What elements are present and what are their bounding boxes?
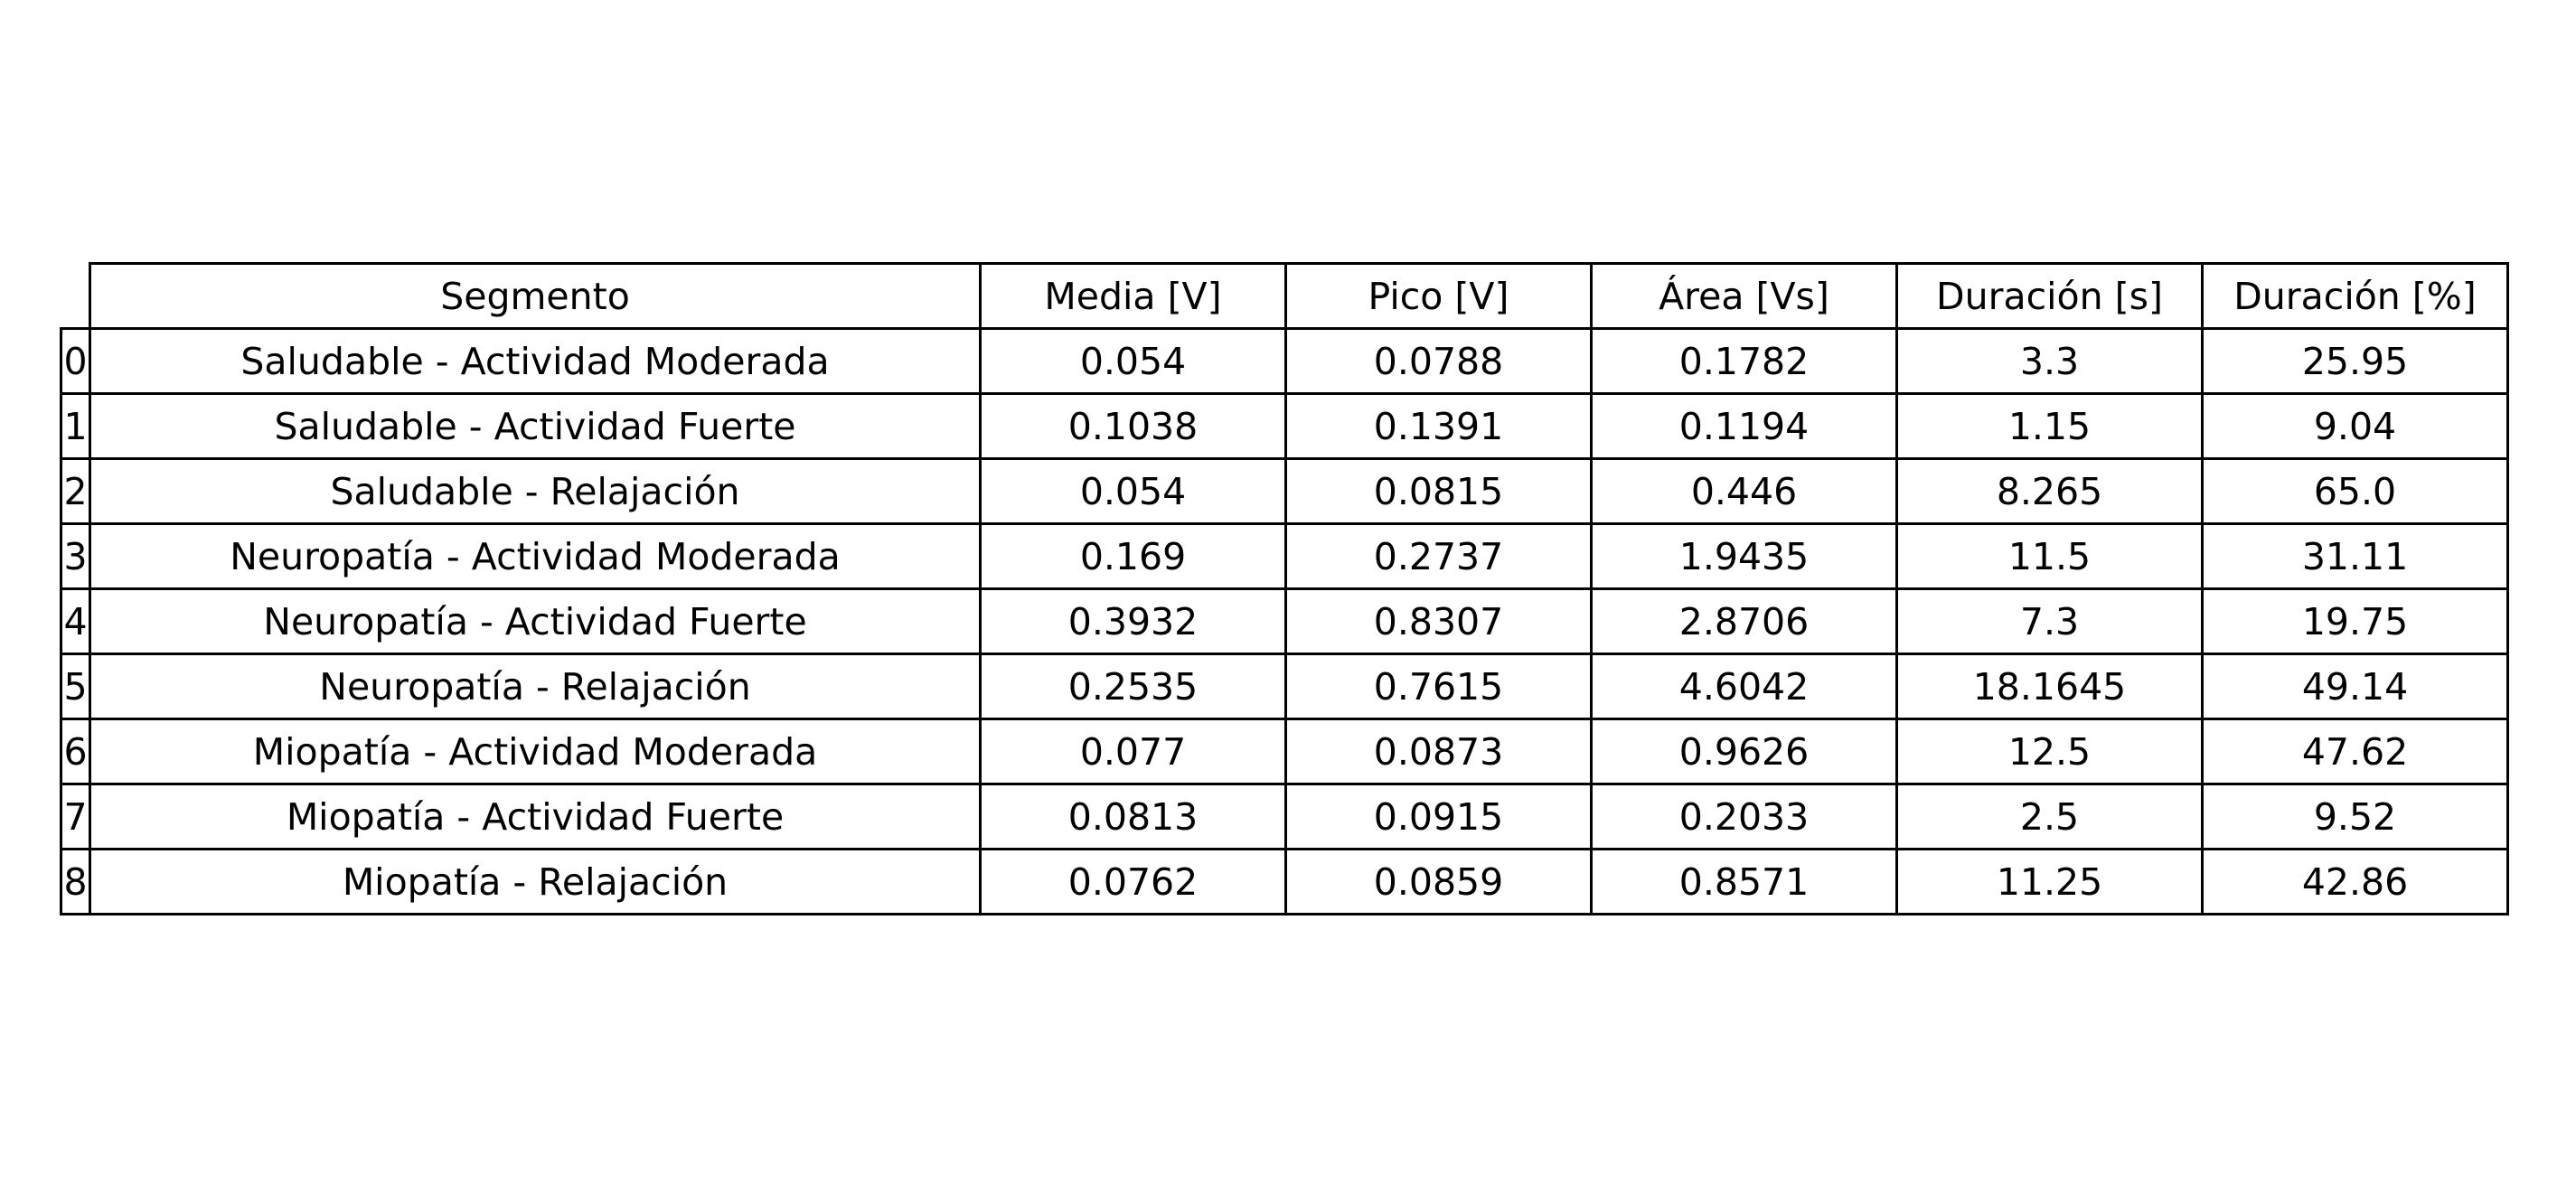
table-row: 2 Saludable - Relajación 0.054 0.0815 0.446 8… — [60, 457, 2509, 525]
table-cell: 1.9435 — [1590, 522, 1898, 590]
table-cell: 0.1391 — [1284, 392, 1593, 460]
table-row: 7 Miopatía - Actividad Fuerte 0.0813 0.0915… — [60, 783, 2509, 850]
table-cell: 0.1038 — [979, 392, 1287, 460]
table-cell: 11.5 — [1895, 522, 2204, 590]
data-table-container: Segmento Media [V] Pico [V] Área [Vs] Duraci… — [60, 262, 2509, 916]
table-row: 4 Neuropatía - Actividad Fuerte 0.3932 0.83… — [60, 587, 2509, 655]
table-cell: 0.9626 — [1590, 718, 1898, 785]
table-cell: 31.11 — [2201, 522, 2509, 590]
table-body: 0 Saludable - Actividad Moderada 0.054 0.07… — [60, 327, 2509, 916]
table-cell: 0.169 — [979, 522, 1287, 590]
column-header: Área [Vs] — [1590, 262, 1898, 330]
table-cell: 9.04 — [2201, 392, 2509, 460]
table-cell: 0.1194 — [1590, 392, 1898, 460]
row-index: 7 — [60, 783, 91, 850]
table-cell: Miopatía - Relajación — [89, 848, 982, 916]
table-cell: 25.95 — [2201, 327, 2509, 395]
table-cell: 3.3 — [1895, 327, 2204, 395]
table-cell: Neuropatía - Relajación — [89, 653, 982, 720]
table-row: 8 Miopatía - Relajación 0.0762 0.0859 0.8571… — [60, 848, 2509, 916]
table-cell: 0.0813 — [979, 783, 1287, 850]
column-header: Duración [%] — [2201, 262, 2509, 330]
data-table: Segmento Media [V] Pico [V] Área [Vs] Duraci… — [60, 262, 2509, 916]
table-cell: Saludable - Actividad Fuerte — [89, 392, 982, 460]
row-index: 0 — [60, 327, 91, 395]
table-cell: 49.14 — [2201, 653, 2509, 720]
table-corner-cell — [61, 263, 91, 330]
table-cell: 0.0873 — [1284, 718, 1593, 785]
row-index: 2 — [60, 457, 91, 525]
column-header: Duración [s] — [1895, 262, 2204, 330]
column-header: Pico [V] — [1284, 262, 1593, 330]
table-cell: 19.75 — [2201, 587, 2509, 655]
table-cell: 12.5 — [1895, 718, 2204, 785]
table-cell: 4.6042 — [1590, 653, 1898, 720]
table-cell: Saludable - Relajación — [89, 457, 982, 525]
table-cell: 65.0 — [2201, 457, 2509, 525]
column-header: Segmento — [89, 262, 982, 330]
table-cell: 47.62 — [2201, 718, 2509, 785]
table-cell: 0.8307 — [1284, 587, 1593, 655]
table-cell: 0.054 — [979, 327, 1287, 395]
table-cell: 0.446 — [1590, 457, 1898, 525]
table-cell: 9.52 — [2201, 783, 2509, 850]
table-cell: 2.8706 — [1590, 587, 1898, 655]
table-cell: 0.7615 — [1284, 653, 1593, 720]
row-index: 3 — [60, 522, 91, 590]
table-cell: 0.0915 — [1284, 783, 1593, 850]
table-cell: 18.1645 — [1895, 653, 2204, 720]
table-cell: 0.0762 — [979, 848, 1287, 916]
table-cell: Neuropatía - Actividad Moderada — [89, 522, 982, 590]
table-cell: 2.5 — [1895, 783, 2204, 850]
table-cell: 0.0859 — [1284, 848, 1593, 916]
table-row: 6 Miopatía - Actividad Moderada 0.077 0.087… — [60, 718, 2509, 785]
row-index: 6 — [60, 718, 91, 785]
row-index: 5 — [60, 653, 91, 720]
table-cell: 0.2535 — [979, 653, 1287, 720]
table-cell: 0.2737 — [1284, 522, 1593, 590]
table-row: 3 Neuropatía - Actividad Moderada 0.169 0.2… — [60, 522, 2509, 590]
table-cell: 0.0815 — [1284, 457, 1593, 525]
table-cell: 8.265 — [1895, 457, 2204, 525]
table-cell: Saludable - Actividad Moderada — [89, 327, 982, 395]
table-row: 0 Saludable - Actividad Moderada 0.054 0.07… — [60, 327, 2509, 395]
table-cell: 42.86 — [2201, 848, 2509, 916]
table-cell: 1.15 — [1895, 392, 2204, 460]
column-header: Media [V] — [979, 262, 1287, 330]
table-header-row: Segmento Media [V] Pico [V] Área [Vs] Duraci… — [61, 262, 2509, 330]
table-cell: 0.8571 — [1590, 848, 1898, 916]
table-cell: 0.2033 — [1590, 783, 1898, 850]
row-index: 1 — [60, 392, 91, 460]
table-cell: 0.054 — [979, 457, 1287, 525]
table-cell: Miopatía - Actividad Fuerte — [89, 783, 982, 850]
table-cell: 11.25 — [1895, 848, 2204, 916]
row-index: 4 — [60, 587, 91, 655]
table-cell: Neuropatía - Actividad Fuerte — [89, 587, 982, 655]
table-cell: 0.077 — [979, 718, 1287, 785]
table-cell: Miopatía - Actividad Moderada — [89, 718, 982, 785]
table-cell: 7.3 — [1895, 587, 2204, 655]
table-row: 5 Neuropatía - Relajación 0.2535 0.7615 4.60… — [60, 653, 2509, 720]
table-cell: 0.0788 — [1284, 327, 1593, 395]
table-row: 1 Saludable - Actividad Fuerte 0.1038 0.139… — [60, 392, 2509, 460]
table-cell: 0.1782 — [1590, 327, 1898, 395]
table-cell: 0.3932 — [979, 587, 1287, 655]
row-index: 8 — [60, 848, 91, 916]
